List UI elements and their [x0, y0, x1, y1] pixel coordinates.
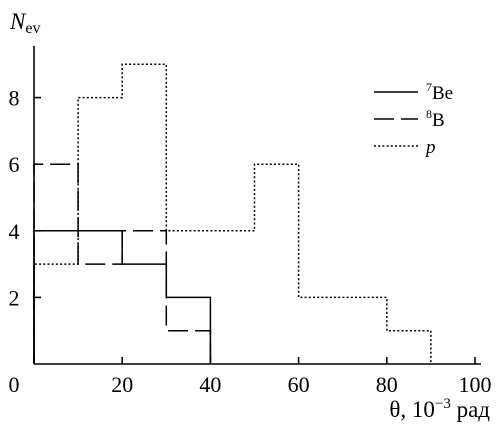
- axes: [33, 46, 481, 365]
- y-tick-label: 6: [9, 152, 20, 177]
- x-axis-label-exp: −3: [435, 396, 451, 412]
- legend-label-sup: 8: [426, 107, 432, 121]
- x-tick-label: 0: [9, 372, 20, 397]
- legend-label-main: B: [432, 110, 445, 131]
- x-axis-label-main: θ, 10: [389, 397, 435, 422]
- legend-label-1: 8B: [426, 107, 445, 131]
- legend-label-main: p: [424, 137, 436, 158]
- series-layer: [33, 63, 432, 364]
- legend-label-main: Be: [432, 83, 453, 104]
- series-0-outline: [33, 230, 212, 364]
- y-tick-label: 8: [9, 86, 20, 111]
- series-2-outline: [33, 63, 432, 364]
- y-tick-label: 4: [9, 219, 20, 244]
- x-axis-label-unit: рад: [451, 397, 490, 422]
- x-tick-label: 40: [199, 372, 221, 397]
- legend-label-2: p: [424, 137, 436, 158]
- x-tick-label: 20: [111, 372, 133, 397]
- y-axis-label-sub: ev: [25, 20, 40, 37]
- x-tick-label: 60: [288, 372, 310, 397]
- x-axis-label: θ, 10−3 рад: [389, 396, 490, 422]
- x-tick-label: 100: [459, 372, 492, 397]
- y-tick-label: 2: [9, 285, 20, 310]
- series-1-outline: [33, 163, 212, 364]
- legend-label-sup: 7: [426, 80, 432, 94]
- y-axis-label-main: N: [9, 9, 27, 34]
- legend-label-0: 7Be: [426, 80, 453, 104]
- x-tick-label: 80: [376, 372, 398, 397]
- ticks: 0 20 40 60 80 100 2 4 6 8: [9, 86, 492, 397]
- y-axis-label: Nev: [9, 9, 40, 37]
